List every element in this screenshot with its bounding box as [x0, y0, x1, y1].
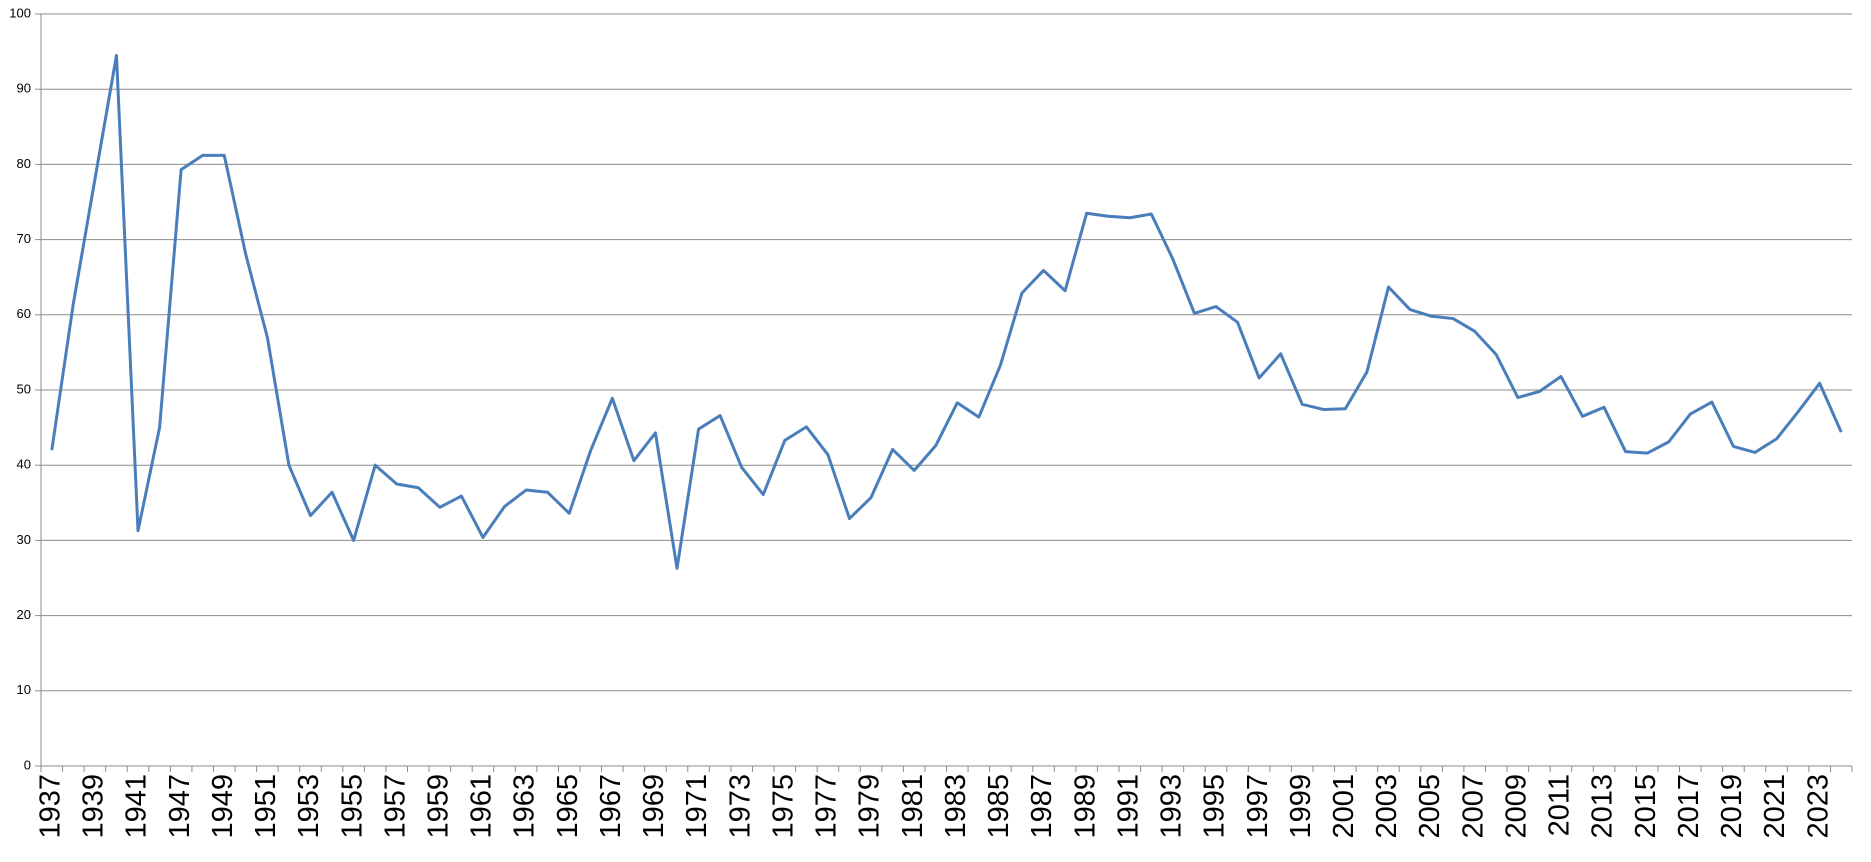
x-tick-label: 2017 [1673, 774, 1705, 839]
x-tick-label: 1999 [1285, 774, 1317, 839]
x-tick-label: 1993 [1156, 774, 1188, 839]
x-tick-label: 1979 [854, 774, 886, 839]
x-tick-label: 2021 [1759, 774, 1791, 839]
x-tick-label: 2015 [1630, 774, 1662, 839]
y-tick-label: 10 [17, 682, 31, 697]
y-tick-label: 60 [17, 306, 31, 321]
x-tick-label: 2019 [1716, 774, 1748, 839]
x-tick-label: 1963 [509, 774, 541, 839]
x-tick-label: 1953 [293, 774, 325, 839]
x-tick-label: 1983 [940, 774, 972, 839]
x-tick-label: 1949 [207, 774, 239, 839]
y-tick-label: 50 [17, 381, 31, 396]
x-tick-label: 1959 [423, 774, 455, 839]
x-tick-label: 1941 [121, 774, 153, 839]
x-tick-label: 2023 [1802, 774, 1834, 839]
x-tick-label: 1973 [724, 774, 756, 839]
y-tick-label: 70 [17, 231, 31, 246]
x-tick-label: 1989 [1069, 774, 1101, 839]
y-tick-label: 30 [17, 532, 31, 547]
x-tick-label: 1961 [466, 774, 498, 839]
x-tick-label: 2003 [1371, 774, 1403, 839]
x-tick-label: 1995 [1199, 774, 1231, 839]
y-tick-label: 20 [17, 607, 31, 622]
x-tick-label: 2009 [1500, 774, 1532, 839]
y-tick-label: 40 [17, 457, 31, 472]
x-tick-label: 1997 [1242, 774, 1274, 839]
x-tick-label: 1947 [164, 774, 196, 839]
x-tick-label: 2013 [1587, 774, 1619, 839]
x-tick-label: 2005 [1414, 774, 1446, 839]
data-line [50, 53, 1843, 570]
x-tick-label: 1981 [897, 774, 929, 839]
x-tick-label: 1965 [552, 774, 584, 839]
x-tick-label: 1975 [767, 774, 799, 839]
x-tick-label: 1971 [681, 774, 713, 839]
y-tick-label: 80 [17, 156, 31, 171]
x-tick-label: 2011 [1544, 774, 1576, 836]
x-tick-label: 2001 [1328, 774, 1360, 839]
y-tick-label: 0 [24, 757, 31, 772]
x-tick-label: 1991 [1112, 774, 1144, 839]
y-tick-label: 90 [17, 81, 31, 96]
x-tick-label: 1977 [811, 774, 843, 839]
x-tick-label: 1969 [638, 774, 670, 839]
x-tick-label: 1937 [34, 774, 66, 839]
x-tick-label: 1985 [983, 774, 1015, 839]
x-tick-label: 1967 [595, 774, 627, 839]
x-tick-label: 1951 [250, 774, 282, 839]
x-tick-label: 1955 [336, 774, 368, 839]
x-tick-label: 2007 [1457, 774, 1489, 839]
x-tick-label: 1939 [78, 774, 110, 839]
x-tick-label: 1957 [379, 774, 411, 839]
y-tick-label: 100 [9, 5, 31, 20]
x-tick-label: 1987 [1026, 774, 1058, 839]
